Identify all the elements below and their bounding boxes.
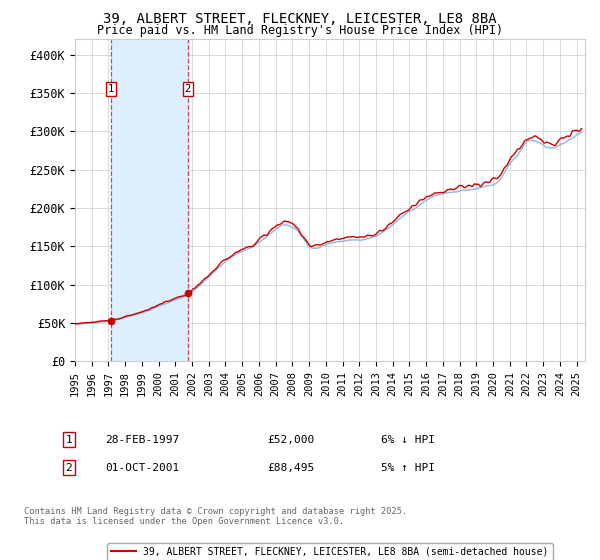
Text: 2: 2 <box>65 463 73 473</box>
Text: Contains HM Land Registry data © Crown copyright and database right 2025.
This d: Contains HM Land Registry data © Crown c… <box>24 507 407 526</box>
Text: £88,495: £88,495 <box>267 463 314 473</box>
Text: £52,000: £52,000 <box>267 435 314 445</box>
Text: 1: 1 <box>108 84 114 94</box>
Text: 6% ↓ HPI: 6% ↓ HPI <box>381 435 435 445</box>
Text: 5% ↑ HPI: 5% ↑ HPI <box>381 463 435 473</box>
Text: 1: 1 <box>65 435 73 445</box>
Legend: 39, ALBERT STREET, FLECKNEY, LEICESTER, LE8 8BA (semi-detached house), HPI: Aver: 39, ALBERT STREET, FLECKNEY, LEICESTER, … <box>107 543 553 560</box>
Text: Price paid vs. HM Land Registry's House Price Index (HPI): Price paid vs. HM Land Registry's House … <box>97 24 503 36</box>
Bar <box>111 39 188 361</box>
Text: 39, ALBERT STREET, FLECKNEY, LEICESTER, LE8 8BA: 39, ALBERT STREET, FLECKNEY, LEICESTER, … <box>103 12 497 26</box>
Text: 2: 2 <box>185 84 191 94</box>
Text: 28-FEB-1997: 28-FEB-1997 <box>105 435 179 445</box>
Text: 01-OCT-2001: 01-OCT-2001 <box>105 463 179 473</box>
